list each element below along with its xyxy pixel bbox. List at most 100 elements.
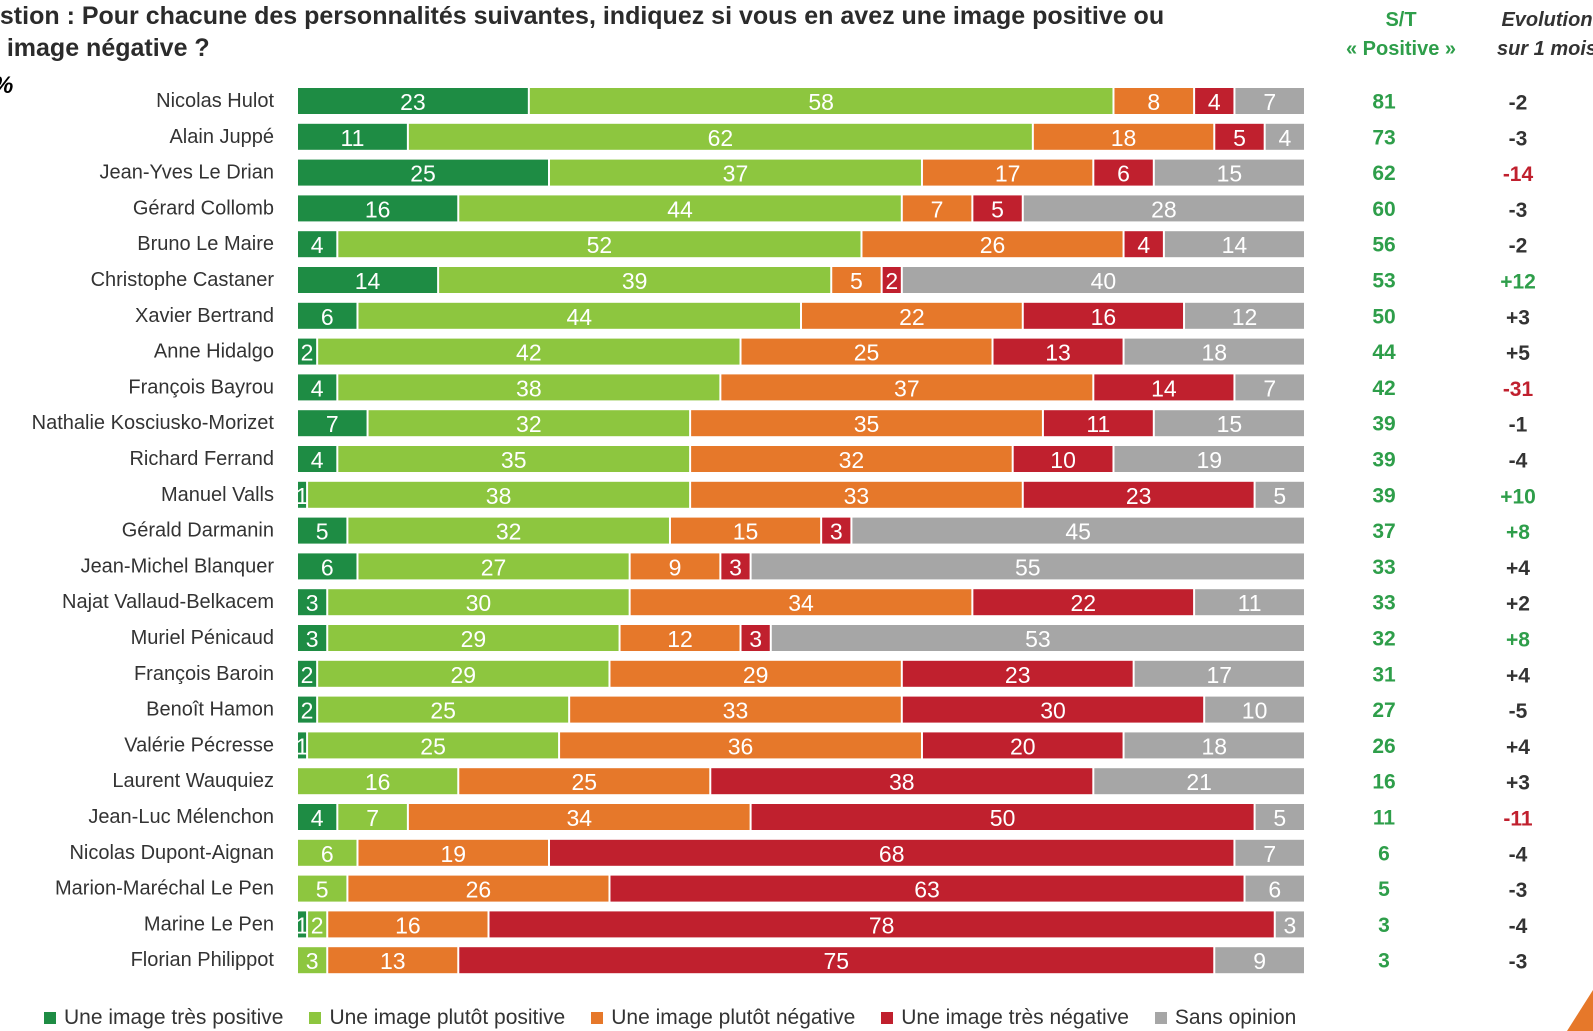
bar-value-label: 32: [516, 411, 542, 437]
bar-value-label: 22: [899, 304, 925, 330]
bar-value-label: 6: [1117, 161, 1130, 187]
bar-value-label: 20: [1010, 733, 1036, 759]
bar-value-label: 16: [1091, 304, 1117, 330]
bar-segment: [1195, 589, 1304, 616]
bar-segment: [1245, 875, 1304, 902]
bar-segment: [1094, 768, 1304, 795]
evolution-value: -2: [1509, 92, 1528, 115]
bar-value-label: 50: [990, 805, 1016, 831]
bar-segment: [338, 231, 861, 258]
bar-segment: [1043, 410, 1153, 437]
chart-row: Nicolas Hulot 23 58 8 4 7 81 -2: [156, 88, 1527, 115]
bar-segment: [298, 195, 458, 222]
bar-value-label: 37: [723, 161, 749, 187]
bar-segment: [1205, 696, 1304, 723]
bar-value-label: 55: [1015, 554, 1041, 580]
bar-segment: [298, 267, 438, 293]
bar-segment: [721, 374, 1093, 401]
bar-value-label: 5: [316, 519, 329, 545]
evolution-value: -3: [1509, 199, 1528, 222]
legend-item: Une image plutôt positive: [309, 1006, 565, 1030]
bar-value-label: 16: [365, 196, 391, 222]
st-positive-value: 32: [1372, 628, 1395, 651]
bar-value-label: 75: [823, 948, 849, 974]
bar-segment: [620, 625, 740, 651]
chart-row: François Baroin 2 29 29 23 17 31 +4: [134, 660, 1530, 688]
evolution-value: +4: [1506, 557, 1530, 580]
bar-segment: [1164, 231, 1304, 258]
bar-value-label: 4: [311, 805, 324, 831]
bar-segment: [721, 553, 750, 580]
bar-segment: [1255, 804, 1304, 830]
bar-segment: [1235, 88, 1304, 114]
bar-value-label: 10: [1242, 698, 1268, 724]
bar-value-label: 6: [1268, 877, 1281, 903]
category-label: Marion-Maréchal Le Pen: [55, 878, 274, 900]
bar-segment: [529, 88, 1113, 114]
st-positive-value: 37: [1372, 520, 1395, 543]
bar-value-label: 7: [1263, 841, 1276, 867]
bar-value-label: 2: [301, 340, 314, 366]
evolution-value: -31: [1503, 378, 1534, 401]
bar-value-label: 26: [466, 877, 492, 903]
bar-value-label: 23: [1005, 662, 1031, 688]
st-positive-value: 27: [1372, 699, 1395, 722]
bar-segment: [338, 374, 720, 401]
bar-value-label: 25: [430, 698, 456, 724]
bar-segment: [751, 804, 1254, 830]
chart-row: Richard Ferrand 4 35 32 10 19 39 -4: [129, 446, 1528, 473]
brand-logo-corner: [1567, 990, 1593, 1031]
bar-value-label: 19: [440, 841, 466, 867]
bar-value-label: 4: [311, 232, 324, 258]
bar-segment: [318, 660, 609, 687]
st-positive-value: 5: [1378, 878, 1390, 901]
evolution-value: +3: [1506, 772, 1530, 795]
bar-value-label: 3: [306, 590, 319, 616]
bar-value-label: 32: [839, 447, 865, 473]
bar-value-label: 28: [1151, 196, 1177, 222]
bar-segment: [822, 517, 851, 544]
bar-segment: [298, 804, 337, 830]
category-label: Muriel Pénicaud: [131, 627, 274, 649]
st-positive-value: 11: [1373, 807, 1396, 830]
bar-segment: [358, 839, 548, 866]
bar-value-label: 33: [844, 483, 870, 509]
st-positive-value: 60: [1372, 198, 1395, 221]
st-positive-value: 53: [1372, 270, 1395, 293]
bar-value-label: 11: [1086, 411, 1110, 437]
category-label: Xavier Bertrand: [135, 305, 274, 327]
bar-segment: [802, 302, 1022, 329]
category-label: Nathalie Kosciusko-Morizet: [32, 412, 275, 434]
bar-segment: [1023, 302, 1184, 329]
bar-value-label: 11: [340, 125, 364, 151]
bar-segment: [1154, 159, 1304, 186]
bar-segment: [1195, 88, 1234, 114]
chart-row: Laurent Wauquiez 16 25 38 21 16 +3: [112, 768, 1530, 795]
bar-value-label: 16: [395, 912, 421, 938]
category-label: François Baroin: [134, 663, 274, 685]
bar-segment: [298, 768, 458, 795]
category-label: Jean-Luc Mélenchon: [88, 806, 274, 828]
category-label: Jean-Yves Le Drian: [99, 162, 274, 184]
category-label: Bruno Le Maire: [137, 233, 274, 255]
st-positive-value: 33: [1372, 592, 1395, 615]
evolution-value: +12: [1500, 271, 1536, 294]
bar-value-label: 38: [889, 769, 915, 795]
bar-value-label: 12: [667, 626, 693, 652]
evolution-value: -3: [1509, 127, 1528, 150]
bar-segment: [1033, 123, 1214, 150]
bar-value-label: 25: [410, 161, 436, 187]
legend-item: Une image très positive: [44, 1006, 283, 1030]
bar-value-label: 34: [566, 805, 592, 831]
evolution-value: -14: [1503, 163, 1534, 186]
chart-row: Muriel Pénicaud 3 29 12 3 53 32 +8: [131, 625, 1530, 652]
bar-value-label: 9: [1253, 948, 1266, 974]
bar-segment: [1134, 660, 1304, 687]
bar-segment: [691, 446, 1012, 472]
bar-segment: [1013, 446, 1113, 472]
bar-segment: [298, 123, 407, 150]
bar-segment: [550, 159, 921, 186]
bar-segment: [298, 947, 327, 974]
bar-value-label: 23: [1126, 483, 1152, 509]
category-label: Richard Ferrand: [129, 448, 274, 470]
